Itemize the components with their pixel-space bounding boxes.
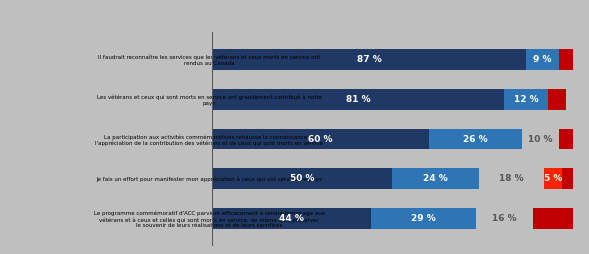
Bar — [526, 49, 558, 70]
Text: 87 %: 87 % — [357, 55, 382, 64]
Text: 29 %: 29 % — [411, 214, 435, 223]
Text: 10 %: 10 % — [528, 135, 552, 144]
Bar — [212, 208, 371, 229]
Text: 16 %: 16 % — [492, 214, 517, 223]
Text: 12 %: 12 % — [514, 95, 538, 104]
Bar — [522, 129, 558, 149]
Bar — [504, 89, 548, 110]
Text: 18 %: 18 % — [499, 174, 524, 183]
Text: 44 %: 44 % — [279, 214, 304, 223]
Bar — [544, 168, 562, 189]
Text: 50 %: 50 % — [290, 174, 315, 183]
Bar — [479, 168, 544, 189]
Bar — [548, 89, 565, 110]
Text: 9 %: 9 % — [533, 55, 551, 64]
Text: 26 %: 26 % — [463, 135, 488, 144]
Text: 60 %: 60 % — [308, 135, 333, 144]
Bar — [212, 89, 504, 110]
Bar — [212, 129, 429, 149]
Bar — [392, 168, 479, 189]
Bar — [429, 129, 522, 149]
Bar — [558, 49, 573, 70]
Bar — [562, 168, 573, 189]
Bar — [558, 129, 573, 149]
Text: 24 %: 24 % — [423, 174, 448, 183]
Bar — [475, 208, 533, 229]
Text: 5 %: 5 % — [544, 174, 562, 183]
Bar — [533, 208, 573, 229]
Bar — [371, 208, 475, 229]
Bar — [212, 49, 526, 70]
Bar — [212, 168, 392, 189]
Text: 81 %: 81 % — [346, 95, 370, 104]
